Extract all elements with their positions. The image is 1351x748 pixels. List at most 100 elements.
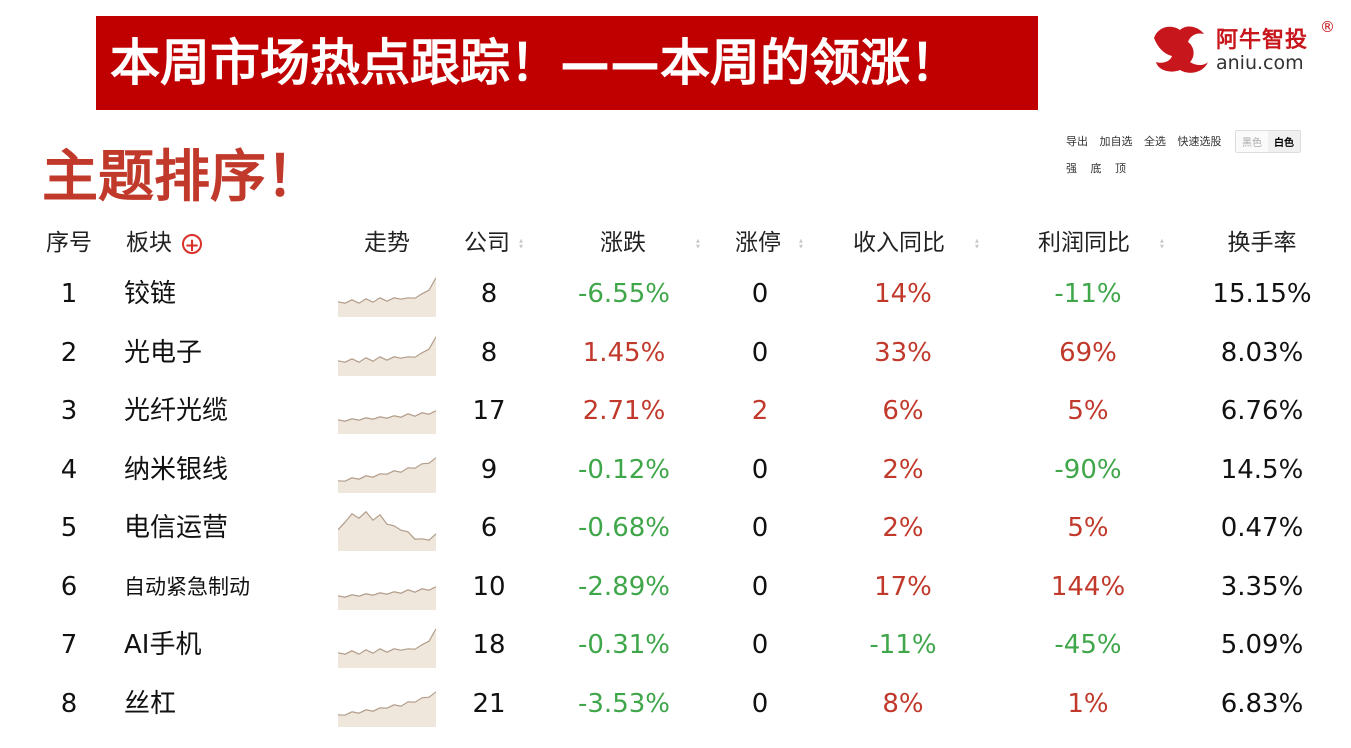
sort-limit-up-icon[interactable]: [799, 238, 805, 250]
sort-revenue-yoy-icon[interactable]: [975, 238, 981, 250]
trend-sparkline-icon: [338, 628, 436, 668]
header-limit-up[interactable]: 涨停: [735, 218, 805, 268]
trend-sparkline-icon: [338, 510, 436, 551]
row-index: 7: [60, 630, 78, 660]
sort-change-icon[interactable]: [696, 238, 702, 250]
row-turnover: 5.09%: [1220, 630, 1304, 660]
row-revenue-yoy: 6%: [882, 396, 924, 426]
row-turnover: 0.47%: [1220, 513, 1304, 543]
row-revenue-yoy: 17%: [874, 571, 932, 602]
add-sector-icon[interactable]: +: [182, 233, 202, 255]
row-sector-name[interactable]: AI手机: [124, 630, 202, 660]
row-limit-up: 0: [751, 337, 769, 368]
filter-bar: 强 底 顶: [1066, 160, 1136, 176]
header-revenue-yoy[interactable]: 收入同比: [853, 218, 981, 268]
row-turnover: 8.03%: [1220, 337, 1304, 368]
row-companies: 17: [472, 396, 506, 426]
registered-mark: ®: [1320, 18, 1335, 36]
row-companies: 8: [480, 279, 498, 309]
table-row[interactable]: 2 光电子 8 1.45% 0 33% 69% 8.03%: [0, 328, 1351, 378]
row-profit-yoy: -90%: [1054, 454, 1122, 485]
table-row[interactable]: 8 丝杠 21 -3.53% 0 8% 1% 6.83%: [0, 679, 1351, 729]
trend-sparkline-icon: [338, 336, 436, 376]
row-sector-name[interactable]: 纳米银线: [124, 454, 229, 485]
row-profit-yoy: -45%: [1054, 630, 1122, 660]
row-index: 8: [60, 688, 78, 719]
select-all-button[interactable]: 全选: [1144, 134, 1166, 148]
trend-sparkline-icon: [338, 277, 436, 317]
header-profit-yoy[interactable]: 利润同比: [1038, 218, 1166, 268]
page-banner: 本周市场热点跟踪！——本周的领涨！: [96, 16, 1038, 110]
header-change-label: 涨跌: [600, 230, 646, 256]
trend-sparkline-icon: [338, 456, 436, 493]
row-turnover: 14.5%: [1220, 454, 1304, 485]
row-change: -3.53%: [578, 688, 670, 719]
row-change: -6.55%: [578, 279, 670, 309]
row-profit-yoy: 69%: [1059, 337, 1117, 368]
row-revenue-yoy: -11%: [869, 630, 937, 660]
header-index: 序号: [46, 230, 92, 256]
row-limit-up: 0: [751, 454, 769, 485]
row-index: 1: [60, 279, 78, 309]
header-trend: 走势: [364, 230, 410, 256]
row-turnover: 6.76%: [1220, 396, 1304, 426]
row-revenue-yoy: 33%: [874, 337, 932, 368]
filter-strong[interactable]: 强: [1066, 162, 1077, 175]
banner-title: 本周市场热点跟踪！——本周的领涨！: [110, 34, 960, 92]
row-limit-up: 0: [751, 513, 769, 543]
header-revenue-yoy-label: 收入同比: [853, 230, 945, 256]
sort-profit-yoy-icon[interactable]: [1160, 238, 1166, 250]
trend-sparkline-icon: [338, 690, 436, 727]
row-revenue-yoy: 2%: [882, 454, 924, 485]
export-button[interactable]: 导出: [1066, 134, 1088, 148]
row-index: 5: [60, 513, 78, 543]
row-profit-yoy: 5%: [1067, 396, 1109, 426]
table-row[interactable]: 4 纳米银线 9 -0.12% 0 2% -90% 14.5%: [0, 445, 1351, 495]
table-row[interactable]: 7 AI手机 18 -0.31% 0 -11% -45% 5.09%: [0, 620, 1351, 670]
table-row[interactable]: 6 自动紧急制动 10 -2.89% 0 17% 144% 3.35%: [0, 562, 1351, 612]
logo-brand-name: 阿牛智投: [1216, 28, 1309, 53]
trend-sparkline-icon: [338, 410, 436, 434]
theme-black-option[interactable]: 黑色: [1236, 131, 1268, 152]
row-index: 3: [60, 396, 78, 426]
section-title: 主题排序！: [42, 145, 322, 210]
header-change[interactable]: 涨跌: [600, 218, 702, 268]
table-row[interactable]: 3 光纤光缆 17 2.71% 2 6% 5% 6.76%: [0, 386, 1351, 436]
filter-bottom[interactable]: 底: [1090, 162, 1102, 175]
row-index: 4: [60, 454, 78, 485]
row-change: -0.12%: [578, 454, 670, 485]
row-change: -0.68%: [578, 513, 670, 543]
row-sector-name[interactable]: 电信运营: [124, 513, 229, 543]
row-limit-up: 0: [751, 571, 769, 602]
header-companies[interactable]: 公司: [464, 218, 524, 268]
filter-top[interactable]: 顶: [1115, 162, 1126, 175]
aniu-logo: 阿牛智投 ® aniu.com: [1150, 18, 1340, 80]
row-companies: 21: [472, 688, 506, 719]
row-sector-name[interactable]: 光电子: [124, 337, 203, 368]
row-turnover: 6.83%: [1220, 688, 1304, 719]
add-watchlist-button[interactable]: 加自选: [1099, 134, 1133, 148]
sort-companies-icon[interactable]: [518, 238, 524, 250]
logo-url: aniu.com: [1216, 52, 1304, 74]
theme-toggle: 黑色 白色: [1235, 130, 1301, 153]
row-profit-yoy: -11%: [1054, 279, 1122, 309]
table-row[interactable]: 5 电信运营 6 -0.68% 0 2% 5% 0.47%: [0, 503, 1351, 553]
row-sector-name[interactable]: 自动紧急制动: [124, 574, 250, 599]
row-revenue-yoy: 14%: [874, 279, 932, 309]
theme-white-option[interactable]: 白色: [1268, 131, 1300, 152]
row-sector-name[interactable]: 铰链: [124, 279, 177, 309]
row-sector-name[interactable]: 光纤光缆: [124, 396, 229, 426]
header-companies-label: 公司: [464, 230, 510, 256]
quick-pick-button[interactable]: 快速选股: [1177, 134, 1222, 148]
header-turnover: 换手率: [1227, 230, 1297, 256]
row-profit-yoy: 144%: [1050, 571, 1126, 602]
row-turnover: 15.15%: [1212, 279, 1312, 309]
table-row[interactable]: 1 铰链 8 -6.55% 0 14% -11% 15.15%: [0, 269, 1351, 319]
row-sector-name[interactable]: 丝杠: [124, 688, 177, 719]
header-sector: 板块 +: [126, 218, 202, 268]
bull-logo-icon: [1154, 26, 1208, 73]
row-companies: 8: [480, 337, 498, 368]
row-revenue-yoy: 8%: [882, 688, 924, 719]
row-change: -2.89%: [578, 571, 670, 602]
row-change: -0.31%: [578, 630, 670, 660]
